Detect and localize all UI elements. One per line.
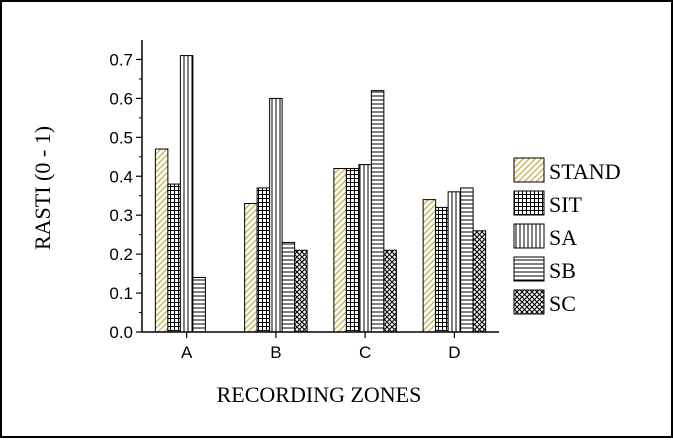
bar-stand-c (333, 167, 347, 333)
bar-sa-c (358, 164, 372, 333)
bar-sb-a (192, 276, 206, 333)
bar-stand-d (422, 199, 437, 333)
y-tick-label: 0.7 (109, 50, 133, 69)
bar-sc-b (294, 249, 308, 333)
y-tick-label: 0.0 (109, 323, 133, 342)
legend-swatch-sa (513, 223, 545, 249)
bar-sa-d (447, 191, 462, 333)
bar-sc-c (383, 249, 397, 333)
y-tick-label: 0.1 (109, 284, 133, 303)
bar-sb-c (370, 90, 385, 333)
y-axis-title: RASTI (0 - 1) (30, 126, 55, 250)
legend-label-sc: SC (549, 291, 576, 316)
legend-label-stand: STAND (549, 159, 621, 184)
legend-swatch-sb (513, 256, 545, 282)
bar-sb-b (281, 241, 296, 333)
bar-sb-d (460, 187, 474, 333)
bar-sit-a (167, 183, 181, 333)
bar-sit-d (435, 206, 449, 333)
bar-sit-b (256, 187, 271, 333)
x-tick-label: A (181, 343, 193, 362)
y-tick-label: 0.2 (109, 245, 133, 264)
bar-sit-c (345, 167, 360, 333)
bar-sa-a (179, 55, 194, 333)
x-tick-label: C (359, 343, 371, 362)
bar-stand-b (244, 203, 258, 333)
y-tick-label: 0.3 (109, 206, 133, 225)
plot-area: 0.0 0.1 0.2 0.3 0.4 0.5 0.6 0.7 A B C D (109, 40, 499, 362)
legend-label-sit: SIT (549, 192, 583, 217)
bar-stand-a (154, 148, 169, 333)
legend-label-sa: SA (549, 225, 577, 250)
legend-swatch-sc (513, 289, 545, 315)
bar-sc-d (472, 230, 487, 333)
x-axis-title: RECORDING ZONES (217, 382, 422, 407)
y-tick-label: 0.4 (109, 167, 133, 186)
y-tick-label: 0.5 (109, 128, 133, 147)
bar-sa-b (269, 97, 283, 333)
x-tick-label: B (270, 343, 281, 362)
x-tick-label: D (448, 343, 460, 362)
legend-swatch-sit (513, 190, 545, 216)
legend-label-sb: SB (549, 258, 576, 283)
y-tick-label: 0.6 (109, 89, 133, 108)
legend: STAND SIT SA SB SC (513, 157, 621, 316)
legend-swatch-stand (513, 157, 545, 183)
